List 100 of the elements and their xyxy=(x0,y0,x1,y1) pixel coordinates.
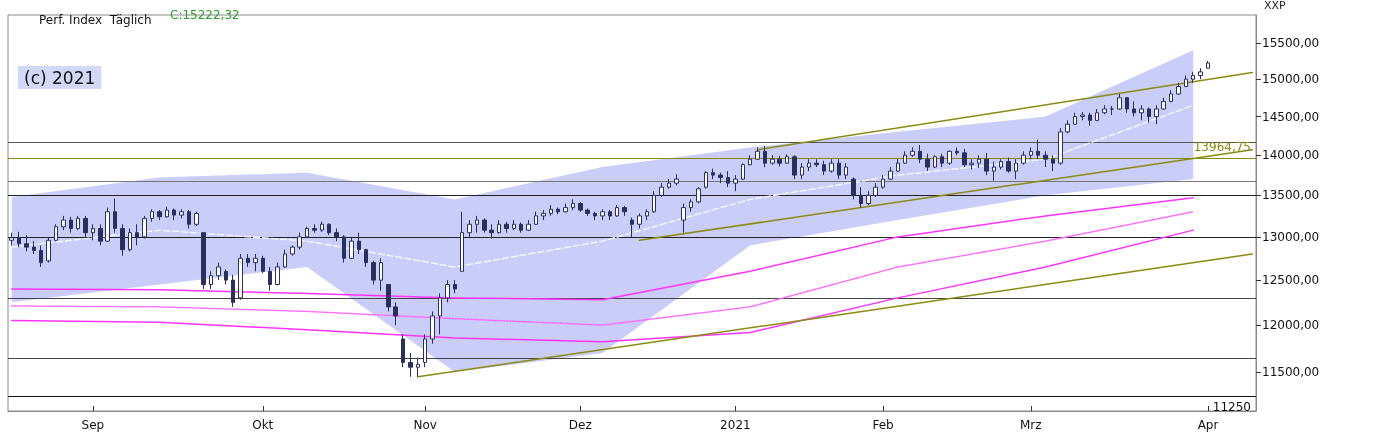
candlestick xyxy=(416,357,420,378)
candlestick xyxy=(135,223,139,246)
candlestick xyxy=(201,232,206,290)
candlestick xyxy=(1095,108,1099,122)
candlestick xyxy=(1058,127,1063,166)
candlestick xyxy=(157,209,162,221)
candlestick xyxy=(283,249,287,269)
candlestick xyxy=(549,204,553,217)
y-tick-label: 12000,00 xyxy=(1262,318,1320,333)
candlestick xyxy=(364,248,368,268)
candlestick xyxy=(1161,97,1166,111)
candlestick xyxy=(1102,104,1107,115)
candlestick xyxy=(755,146,760,161)
candlestick xyxy=(689,198,693,213)
candlestick xyxy=(76,215,80,231)
candlestick xyxy=(379,257,383,292)
candlestick xyxy=(969,158,974,170)
candlestick xyxy=(718,172,723,184)
line-series xyxy=(10,197,1194,301)
y-tick-label: 13500,00 xyxy=(1262,188,1320,203)
candlestick xyxy=(1029,146,1033,160)
x-tick-label: Apr xyxy=(1197,418,1219,432)
candlestick xyxy=(253,253,258,272)
candlestick xyxy=(105,207,110,243)
candlestick xyxy=(615,204,619,218)
candlestick xyxy=(165,206,169,219)
candlestick xyxy=(39,244,43,268)
candlestick xyxy=(859,186,863,209)
candlestick xyxy=(1125,96,1129,114)
candlestick xyxy=(238,253,243,301)
candlestick xyxy=(1014,158,1018,180)
candlestick xyxy=(261,255,265,274)
candlestick xyxy=(32,240,36,255)
candlestick xyxy=(268,266,272,292)
candlestick xyxy=(556,207,560,215)
candlestick xyxy=(1117,93,1122,111)
candlestick xyxy=(1206,60,1210,69)
line-series xyxy=(10,211,1194,326)
candlestick xyxy=(792,154,797,180)
candlestick xyxy=(24,234,29,252)
candlestick xyxy=(497,219,501,235)
candlestick xyxy=(947,150,952,166)
candlestick xyxy=(187,209,191,229)
candlestick xyxy=(231,274,235,308)
candlestick xyxy=(645,208,649,221)
candlestick xyxy=(1080,111,1085,121)
candlestick xyxy=(637,212,642,229)
candlestick xyxy=(98,223,103,246)
candlestick xyxy=(704,170,708,190)
candlestick xyxy=(445,279,450,303)
candlestick xyxy=(1169,89,1173,103)
candlestick xyxy=(320,221,324,233)
candlestick xyxy=(992,161,996,182)
annotation: C:15222,32 xyxy=(170,8,240,22)
candlestick xyxy=(652,190,656,214)
candlestick xyxy=(150,208,154,223)
candlestick xyxy=(1021,150,1026,166)
candlestick xyxy=(401,333,405,368)
candlestick xyxy=(593,211,597,221)
candlestick xyxy=(430,310,435,345)
y-tick-label: 11500,00 xyxy=(1262,364,1320,379)
candlestick xyxy=(733,174,738,192)
candlestick xyxy=(1191,71,1195,84)
candlestick xyxy=(837,158,841,180)
candlestick xyxy=(1147,106,1151,124)
candlestick xyxy=(925,153,930,172)
candlestick xyxy=(194,211,199,227)
candlestick xyxy=(467,219,472,238)
line-series xyxy=(10,229,1194,343)
candlestick xyxy=(903,150,907,165)
candlestick xyxy=(334,227,339,242)
candlestick xyxy=(1139,104,1144,121)
candlestick xyxy=(763,145,767,168)
x-tick-label: Sep xyxy=(81,418,105,432)
candlestick xyxy=(726,170,730,188)
candlestick xyxy=(224,269,228,286)
candlestick xyxy=(1043,150,1048,168)
candlestick xyxy=(659,182,664,198)
y-axis-title: XXP xyxy=(1264,0,1287,12)
candlestick xyxy=(578,201,583,213)
candlestick xyxy=(526,219,531,232)
candlestick xyxy=(896,158,900,173)
candlestick xyxy=(999,158,1003,170)
y-tick-label: 14000,00 xyxy=(1262,148,1320,163)
candlestick xyxy=(681,203,686,234)
candlestick xyxy=(711,168,715,180)
candlestick xyxy=(453,279,457,294)
candlestick xyxy=(807,158,811,172)
candlestick xyxy=(667,178,671,190)
ref-line-label: 13964,75 xyxy=(1193,140,1251,155)
y-tick-label: 13000,00 xyxy=(1262,229,1320,244)
candlestick xyxy=(120,223,125,257)
candlestick xyxy=(1051,154,1055,172)
candlestick xyxy=(962,148,967,168)
candlestick xyxy=(630,217,634,238)
candlestick xyxy=(54,223,58,242)
candlestick xyxy=(142,215,147,240)
candlestick xyxy=(371,260,376,286)
candlestick xyxy=(977,154,981,169)
candlestick xyxy=(349,236,354,260)
